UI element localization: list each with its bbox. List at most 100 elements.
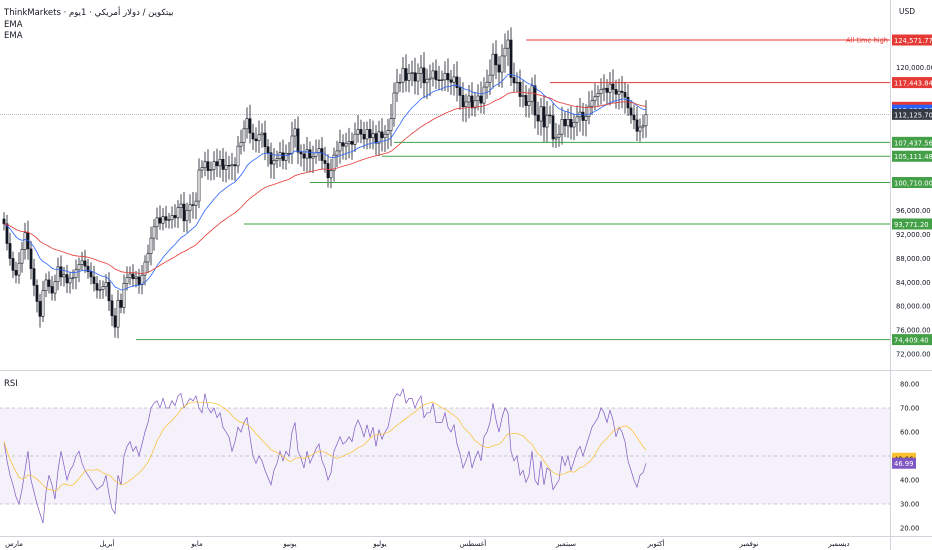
candle-down [2,218,6,225]
month-label: نوفمبر [739,540,759,548]
price-tick-label: 72,000.00 [896,351,931,359]
candle-down [548,114,552,117]
candle-up [587,105,591,117]
candle-up [431,70,435,79]
candle-up [101,286,105,290]
candle-up [257,134,261,142]
candle-up [290,135,294,154]
candle-down [227,164,231,167]
candle-down [413,72,417,82]
candle-up [488,74,492,83]
candle-up [77,264,81,271]
candle-down [614,89,618,95]
candle-down [542,106,546,128]
candle-down [533,85,537,116]
candle-up [272,160,276,165]
all-time-high-label: All-time high [846,37,888,45]
candle-down [14,270,18,276]
ema-slow-label: EMA [4,31,23,41]
candle-down [182,203,186,222]
candle-up [353,133,357,145]
candle-up [185,210,189,222]
candle-down [497,64,501,73]
candle-up [41,290,45,317]
candle-up [71,277,75,279]
month-label: أكتوبر [647,539,665,548]
rsi-value-badge [892,457,916,469]
candle-down [509,39,513,78]
candle-down [29,248,33,269]
candle-up [98,289,102,291]
month-label: ديسمبر [827,540,849,548]
candle-down [620,90,624,93]
candle-up [218,158,222,167]
ema-fast-line [3,73,647,291]
currency-label[interactable]: USD [899,7,916,16]
candle-down [251,132,255,140]
candle-up [482,86,486,104]
candle-down [404,68,408,81]
candle-up [440,79,444,81]
candle-up [584,115,588,121]
candle-up [521,95,525,97]
candle-up [125,277,129,284]
resistance-price-badge-label: 117,443.84 [894,80,932,88]
candle-down [368,129,372,139]
rsi-tick-label: 30.00 [900,501,919,509]
candle-down [254,138,258,142]
rsi-tick-label: 60.00 [900,429,919,437]
candle-up [23,232,27,250]
candle-up [314,152,318,157]
candle-up [503,47,507,57]
candle-down [206,161,210,171]
candle-down [8,243,12,259]
rsi-tick-label: 80.00 [900,381,919,389]
candle-up [287,153,291,155]
candle-down [302,153,306,159]
candle-up [485,81,489,88]
candle-up [572,121,576,128]
candle-up [149,237,153,254]
candle-down [113,315,117,328]
candle-up [161,216,165,224]
candle-down [470,95,474,109]
candle-up [371,133,375,139]
candle-down [563,118,567,127]
candle-up [638,126,642,132]
candle-down [524,95,528,106]
candle-up [566,118,570,127]
candle-up [236,145,240,167]
candle-down [221,158,225,170]
candle-down [38,301,42,317]
candle-up [506,39,510,49]
candle-up [401,68,405,83]
candle-up [389,118,393,131]
candle-down [248,118,252,134]
rsi-line [3,387,647,524]
candle-up [44,279,48,291]
support-price-badge-label: 93,771.20 [894,221,929,229]
candle-up [617,90,621,95]
candle-down [83,260,87,267]
candle-down [191,204,195,206]
indicator-price-badge [892,108,932,120]
candle-down [536,114,540,122]
candle-down [86,265,90,272]
candle-down [569,118,573,128]
support-price-badge [892,177,932,189]
candle-down [623,92,627,98]
candle-up [491,53,495,76]
candle-up [386,130,390,135]
candle-up [467,95,471,103]
candle-up [68,277,72,284]
candle-up [395,81,399,94]
candle-up [464,101,468,108]
candle-up [602,87,606,90]
month-label: أبريل [99,539,114,548]
candle-up [332,154,336,171]
rsi-value-badge-label: 46.99 [894,460,913,468]
candle-up [356,129,360,135]
month-label: يونيو [282,540,296,548]
candle-up [554,136,558,140]
